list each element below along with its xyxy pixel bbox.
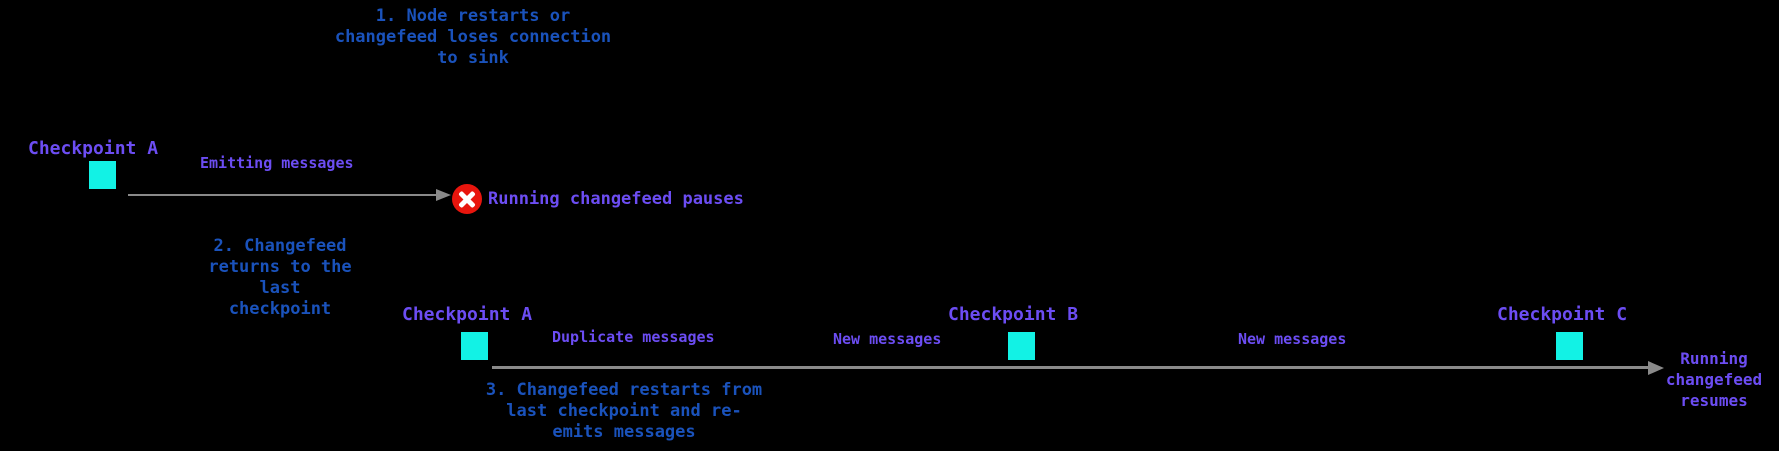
checkpoint-c-label: Checkpoint C xyxy=(1497,304,1628,325)
checkpoint-b-marker xyxy=(1008,332,1035,360)
pause-error-icon xyxy=(452,184,482,214)
timeline1-arrow-line xyxy=(128,194,438,196)
timeline1-arrowhead xyxy=(436,189,451,201)
timeline2-arrowhead xyxy=(1648,361,1664,375)
timeline2-arrow-line xyxy=(492,366,1648,369)
step2-note: 2. Changefeed returns to the last checkp… xyxy=(208,236,352,319)
checkpoint-a-marker-timeline2 xyxy=(461,332,488,360)
step1-note: 1. Node restarts or changefeed loses con… xyxy=(334,6,612,68)
checkpoint-b-label: Checkpoint B xyxy=(948,304,1079,325)
checkpoint-a-label-timeline1: Checkpoint A xyxy=(28,138,159,159)
new-messages-label-2: New messages xyxy=(1238,330,1347,348)
checkpoint-a-label-timeline2: Checkpoint A xyxy=(402,304,533,325)
step3-note: 3. Changefeed restarts from last checkpo… xyxy=(485,380,763,442)
checkpoint-a-marker-timeline1 xyxy=(89,161,116,189)
duplicate-messages-label: Duplicate messages xyxy=(552,328,715,346)
running-changefeed-resumes-label: Running changefeed resumes xyxy=(1665,349,1763,410)
new-messages-label-1: New messages xyxy=(833,330,942,348)
running-changefeed-pauses-label: Running changefeed pauses xyxy=(488,189,744,209)
checkpoint-c-marker xyxy=(1556,332,1583,360)
emitting-messages-label: Emitting messages xyxy=(200,154,354,172)
